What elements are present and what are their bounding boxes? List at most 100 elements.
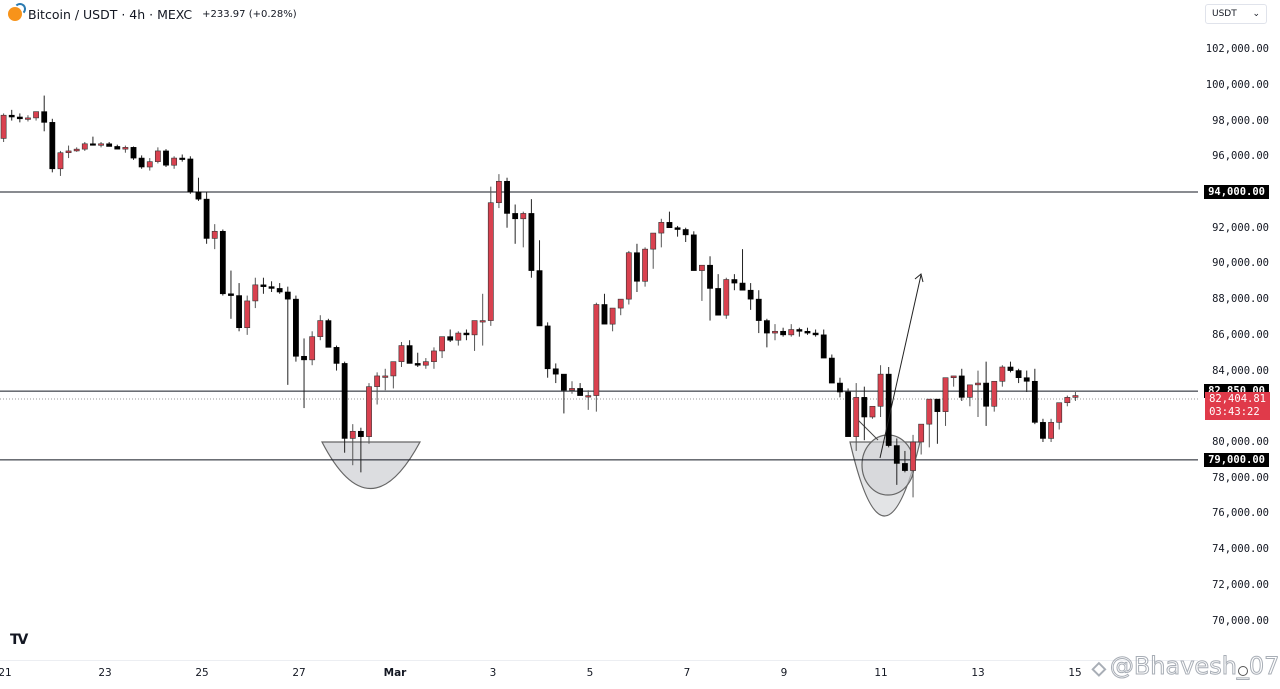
candle-up: [349, 430, 356, 439]
candle-down: [284, 291, 291, 300]
candle-down: [601, 304, 608, 325]
chart-header: Bitcoin / USDT · 4h · MEXC +233.97 (+0.2…: [0, 0, 297, 28]
watermark: ◇ @Bhavesh_07: [1092, 652, 1280, 681]
candle-down: [268, 286, 275, 289]
candle-up: [918, 423, 925, 443]
candle-up: [942, 377, 949, 412]
price-tick: 92,000.00: [1212, 221, 1269, 234]
candle-down: [163, 150, 169, 166]
price-axis[interactable]: 102,000.00 100,000.00 98,000.00 96,000.00 92…: [1198, 0, 1280, 660]
price-tick: 78,000.00: [1212, 471, 1269, 484]
candle-down: [690, 234, 697, 271]
candle-down: [666, 222, 673, 229]
candle-up: [617, 298, 624, 309]
arrow-annotation: [879, 273, 924, 459]
price-tick: 76,000.00: [1212, 507, 1269, 520]
candle-down: [49, 122, 56, 170]
candle-down: [1007, 366, 1014, 371]
candle-up: [877, 373, 884, 407]
candle-down: [512, 213, 519, 220]
time-tick: 15: [1068, 667, 1082, 679]
candle-up: [252, 284, 259, 302]
price-tick: 86,000.00: [1212, 328, 1269, 341]
candle-up: [1056, 402, 1063, 423]
candle-down: [228, 293, 234, 296]
candle-down: [8, 114, 15, 118]
candle-down: [333, 347, 340, 364]
candle-up: [966, 384, 973, 398]
candle-down: [747, 289, 754, 300]
time-tick: 25: [195, 667, 209, 679]
candle-down: [1031, 380, 1038, 423]
candle-up: [25, 117, 31, 120]
candle-up: [471, 320, 478, 336]
candle-down: [837, 382, 843, 393]
candle-up: [422, 361, 429, 366]
candle-up: [171, 157, 178, 166]
price-tick: 88,000.00: [1212, 293, 1269, 306]
symbol-title[interactable]: Bitcoin / USDT · 4h · MEXC: [28, 6, 193, 22]
price-tick: 70,000.00: [1212, 614, 1269, 627]
currency-selector[interactable]: USDT ⌄: [1205, 4, 1267, 24]
candle-down: [552, 368, 559, 375]
time-tick: 3: [489, 667, 497, 679]
candle-up: [999, 366, 1006, 382]
tradingview-logo-icon[interactable]: TV: [10, 632, 28, 648]
time-axis[interactable]: 21 23 25 27 Mar 3 5 7 9 11 13 15: [0, 660, 1198, 689]
time-tick: 7: [683, 667, 691, 679]
candle-up: [374, 375, 381, 387]
candle-up: [625, 252, 632, 300]
candle-down: [731, 279, 738, 284]
candle-down: [260, 284, 267, 287]
candle-up: [569, 388, 575, 391]
candle-up: [699, 264, 705, 271]
candle-down: [796, 329, 803, 332]
candle-down: [1023, 377, 1030, 382]
candle-down: [544, 325, 551, 370]
candle-up: [723, 279, 730, 316]
price-tick: 102,000.00: [1205, 43, 1269, 56]
candle-up: [1048, 422, 1054, 439]
chart-plot-area[interactable]: [0, 0, 1198, 660]
candle-down: [463, 332, 470, 336]
time-tick: 23: [98, 667, 112, 679]
candle-down: [934, 398, 941, 412]
candle-up: [772, 330, 778, 334]
candle-up: [479, 320, 486, 323]
candle-up: [585, 395, 592, 398]
candle-down: [414, 363, 421, 366]
candle-down: [958, 375, 965, 398]
time-tick: Mar: [383, 667, 407, 679]
candle-down: [755, 298, 762, 321]
candle-down: [763, 320, 770, 334]
candle-up: [910, 441, 916, 471]
candle-up: [991, 380, 998, 407]
candle-down: [236, 295, 242, 329]
candle-up: [650, 232, 657, 250]
candle-up: [788, 329, 795, 336]
candle-up: [98, 143, 104, 146]
price-tick: 84,000.00: [1212, 364, 1269, 377]
candle-up: [390, 361, 397, 377]
candle-down: [447, 336, 454, 341]
candle-up: [398, 345, 405, 362]
candle-down: [16, 116, 23, 120]
time-tick: 5: [586, 667, 594, 679]
candle-up: [431, 350, 437, 362]
candle-down: [536, 270, 543, 327]
candle-up: [154, 150, 161, 162]
candle-up: [0, 114, 7, 139]
candle-down: [715, 288, 722, 316]
candle-up: [975, 382, 981, 386]
price-tick: 100,000.00: [1205, 78, 1269, 91]
settings-icon[interactable]: [1238, 666, 1248, 676]
candle-up: [950, 375, 957, 379]
candle-down: [504, 180, 510, 214]
candle-down: [90, 143, 96, 146]
candle-down: [861, 397, 868, 418]
candle-down: [301, 355, 307, 361]
time-tick: 27: [292, 667, 306, 679]
candle-down: [130, 147, 137, 159]
candle-down: [780, 330, 787, 336]
candle-down: [106, 143, 113, 147]
